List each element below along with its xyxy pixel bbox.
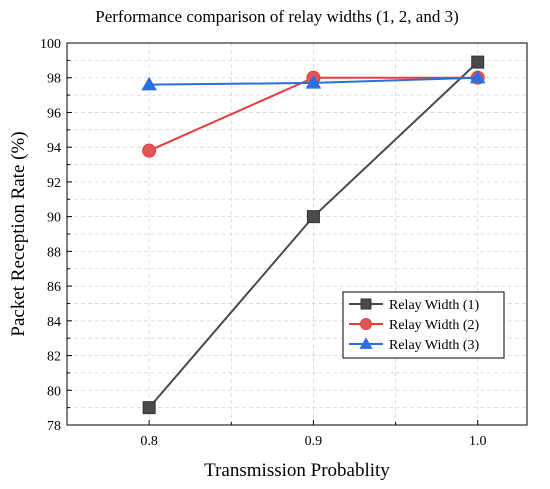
y-tick-label: 86: [47, 280, 61, 295]
x-tick-label: 1.0: [469, 434, 487, 449]
data-point-circle: [142, 143, 157, 158]
chart-title: Performance comparison of relay widths (…: [95, 7, 459, 26]
legend-marker: [360, 318, 372, 330]
x-tick-label: 0.9: [305, 434, 323, 449]
y-tick-label: 94: [47, 141, 61, 156]
y-tick-label: 84: [47, 315, 61, 330]
legend-item: Relay Width (3): [349, 337, 479, 353]
y-tick-label: 78: [47, 419, 61, 434]
y-tick-label: 82: [47, 350, 61, 365]
y-tick-label: 90: [47, 211, 61, 226]
legend: Relay Width (1) Relay Width (2) Relay Widt…: [342, 291, 505, 359]
legend-marker: [360, 298, 372, 310]
series-3: [141, 69, 486, 91]
data-point-square: [471, 55, 485, 69]
y-tick-label: 92: [47, 176, 61, 191]
y-axis-label: Packet Reception Rate (%): [8, 131, 29, 336]
legend-label: Relay Width (1): [389, 298, 479, 313]
legend-item: Relay Width (1): [349, 298, 479, 313]
legend-marker: [359, 337, 373, 349]
legend-label: Relay Width (2): [389, 318, 479, 333]
data-point-triangle: [141, 76, 157, 91]
data-point-square: [306, 210, 320, 224]
legend-item: Relay Width (2): [349, 318, 479, 333]
y-axis: 78 80 82 84 86 88 90 92 94 96 98 100: [40, 37, 72, 434]
legend-label: Relay Width (3): [389, 338, 479, 353]
x-axis: 0.8 0.9 1.0: [140, 420, 486, 449]
y-tick-label: 96: [47, 106, 61, 121]
data-point-triangle: [469, 69, 486, 84]
grid: [67, 43, 527, 425]
data-point-triangle: [305, 75, 322, 89]
plot-frame: [66, 42, 528, 426]
y-tick-label: 80: [47, 384, 61, 399]
x-axis-label: Transmission Probablity: [204, 460, 390, 481]
series-1: [142, 55, 485, 415]
y-tick-label: 88: [47, 245, 61, 260]
series-layer: [141, 55, 486, 415]
y-tick-label: 98: [47, 72, 61, 87]
data-point-square: [142, 401, 156, 415]
x-tick-label: 0.8: [140, 434, 158, 449]
y-tick-label: 100: [40, 37, 61, 52]
